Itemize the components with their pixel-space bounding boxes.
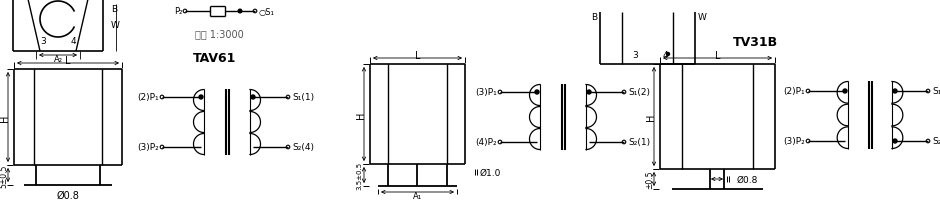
Text: L: L [415,51,420,61]
Circle shape [238,10,242,14]
Text: S₂(4): S₂(4) [932,137,940,146]
Text: (3)P₁: (3)P₁ [476,88,497,97]
Text: W: W [698,12,707,21]
Text: 3.5±0.5: 3.5±0.5 [356,161,362,189]
Text: 5±0.5: 5±0.5 [0,163,8,187]
Text: S₁(2): S₁(2) [628,88,650,97]
Circle shape [587,91,591,95]
Text: 4: 4 [662,50,667,59]
Text: H: H [356,111,366,118]
Circle shape [893,90,897,94]
Text: Ø0.8: Ø0.8 [56,190,80,200]
Circle shape [535,91,539,95]
Text: TAV61: TAV61 [194,51,237,64]
Text: Ø0.8: Ø0.8 [737,175,759,184]
Text: B: B [111,5,118,14]
Text: B: B [591,12,597,21]
Text: L: L [65,56,70,66]
Circle shape [843,90,847,94]
Text: H: H [646,113,656,121]
Text: (2)P₁: (2)P₁ [137,93,159,102]
Text: (3)P₂: (3)P₂ [783,137,805,146]
Text: (2)P₁: (2)P₁ [783,87,805,96]
Text: S₁(1): S₁(1) [932,87,940,96]
Text: S₂(1): S₂(1) [628,138,650,147]
Circle shape [893,139,897,143]
Text: TV31B: TV31B [732,36,777,49]
Text: S₂(4): S₂(4) [292,143,314,152]
Text: 3: 3 [632,50,638,59]
Text: A₂: A₂ [54,54,62,63]
Text: H: H [0,114,10,121]
Circle shape [251,96,255,100]
Text: L: L [714,51,720,61]
Text: ○S₁: ○S₁ [258,7,274,16]
Text: 3: 3 [40,37,46,46]
Text: W: W [111,20,120,29]
Text: ±0.5: ±0.5 [646,170,654,188]
Text: (4)P₂: (4)P₂ [476,138,497,147]
Text: S₁(1): S₁(1) [292,93,314,102]
Text: (3)P₂: (3)P₂ [137,143,159,152]
Text: 4: 4 [70,37,76,46]
Text: A₁: A₁ [413,192,422,200]
Text: 变比 1:3000: 变比 1:3000 [195,29,243,39]
Circle shape [666,53,669,56]
Text: Ø1.0: Ø1.0 [480,168,501,177]
Text: P₂: P₂ [174,7,182,16]
Circle shape [199,96,203,100]
